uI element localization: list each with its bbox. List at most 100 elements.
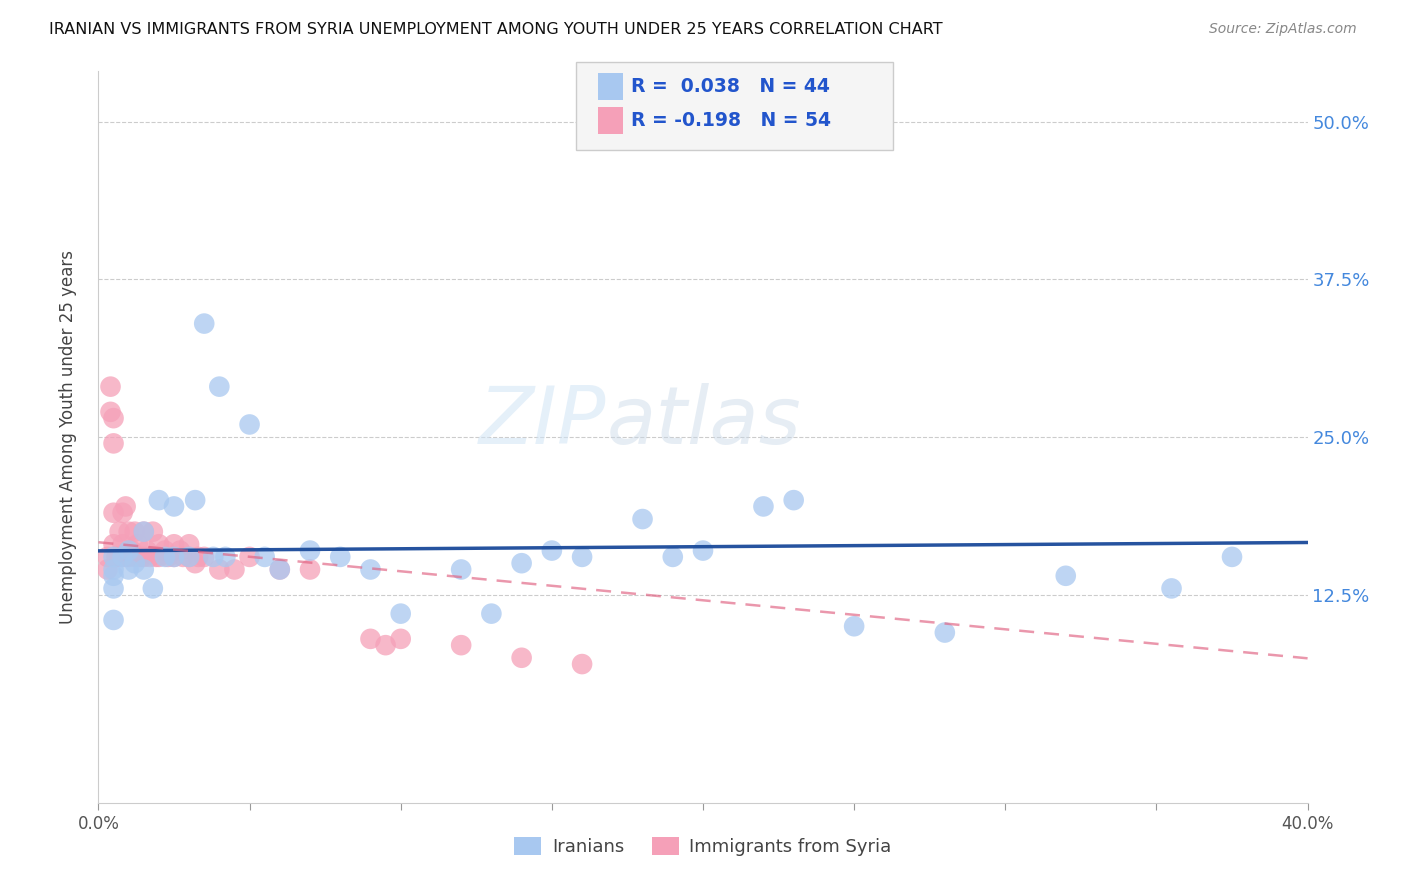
- Point: [193, 317, 215, 331]
- Point: [1160, 582, 1182, 596]
- Point: [96, 562, 118, 576]
- Text: Source: ZipAtlas.com: Source: ZipAtlas.com: [1209, 22, 1357, 37]
- Point: [148, 493, 170, 508]
- Text: R = -0.198   N = 54: R = -0.198 N = 54: [631, 111, 831, 130]
- Point: [96, 549, 118, 564]
- Point: [661, 549, 683, 564]
- Point: [124, 524, 146, 539]
- Y-axis label: Unemployment Among Youth under 25 years: Unemployment Among Youth under 25 years: [59, 250, 77, 624]
- Point: [783, 493, 806, 508]
- Point: [118, 524, 141, 539]
- Text: atlas: atlas: [606, 384, 801, 461]
- Point: [169, 543, 191, 558]
- Point: [571, 549, 593, 564]
- Point: [179, 549, 201, 564]
- Point: [103, 582, 125, 596]
- Point: [103, 549, 125, 564]
- Point: [153, 549, 176, 564]
- Point: [118, 549, 141, 564]
- Point: [129, 549, 152, 564]
- Point: [111, 549, 134, 564]
- Legend: Iranians, Immigrants from Syria: Iranians, Immigrants from Syria: [508, 830, 898, 863]
- Point: [135, 543, 157, 558]
- Point: [132, 562, 155, 576]
- Point: [844, 619, 866, 633]
- Point: [510, 556, 533, 570]
- Point: [127, 549, 149, 564]
- Point: [124, 556, 146, 570]
- Point: [153, 543, 176, 558]
- Point: [100, 379, 122, 393]
- Point: [450, 562, 472, 576]
- Point: [127, 537, 149, 551]
- Point: [374, 638, 396, 652]
- Point: [450, 638, 472, 652]
- Point: [360, 632, 382, 646]
- Point: [103, 569, 125, 583]
- Point: [692, 543, 714, 558]
- Point: [389, 607, 412, 621]
- Point: [179, 549, 201, 564]
- Point: [163, 549, 186, 564]
- Point: [163, 549, 186, 564]
- Point: [124, 549, 146, 564]
- Point: [752, 500, 775, 514]
- Point: [103, 562, 125, 576]
- Point: [269, 562, 291, 576]
- Point: [132, 524, 155, 539]
- Point: [111, 537, 134, 551]
- Point: [108, 549, 131, 564]
- Point: [105, 549, 128, 564]
- Point: [139, 549, 162, 564]
- Point: [224, 562, 246, 576]
- Point: [156, 549, 179, 564]
- Point: [114, 500, 136, 514]
- Point: [148, 537, 170, 551]
- Point: [103, 537, 125, 551]
- Point: [114, 549, 136, 564]
- Point: [103, 411, 125, 425]
- Point: [145, 549, 167, 564]
- Point: [208, 379, 231, 393]
- Point: [132, 524, 155, 539]
- Point: [299, 562, 322, 576]
- Point: [934, 625, 956, 640]
- Point: [187, 549, 209, 564]
- Point: [631, 512, 654, 526]
- Point: [179, 537, 201, 551]
- Point: [184, 556, 207, 570]
- Point: [118, 562, 141, 576]
- Point: [540, 543, 562, 558]
- Point: [132, 549, 155, 564]
- Point: [329, 549, 352, 564]
- Text: ZIP: ZIP: [479, 384, 606, 461]
- Point: [239, 549, 262, 564]
- Point: [108, 524, 131, 539]
- Point: [148, 549, 170, 564]
- Point: [481, 607, 503, 621]
- Point: [142, 524, 165, 539]
- Text: R =  0.038   N = 44: R = 0.038 N = 44: [631, 77, 830, 96]
- Text: IRANIAN VS IMMIGRANTS FROM SYRIA UNEMPLOYMENT AMONG YOUTH UNDER 25 YEARS CORRELA: IRANIAN VS IMMIGRANTS FROM SYRIA UNEMPLO…: [49, 22, 943, 37]
- Point: [510, 650, 533, 665]
- Point: [360, 562, 382, 576]
- Point: [103, 436, 125, 450]
- Point: [103, 613, 125, 627]
- Point: [253, 549, 276, 564]
- Point: [299, 543, 322, 558]
- Point: [214, 549, 236, 564]
- Point: [269, 562, 291, 576]
- Point: [208, 562, 231, 576]
- Point: [172, 549, 194, 564]
- Point: [389, 632, 412, 646]
- Point: [121, 543, 143, 558]
- Point: [193, 549, 215, 564]
- Point: [100, 405, 122, 419]
- Point: [118, 543, 141, 558]
- Point: [202, 549, 225, 564]
- Point: [163, 500, 186, 514]
- Point: [142, 582, 165, 596]
- Point: [571, 657, 593, 671]
- Point: [163, 537, 186, 551]
- Point: [1054, 569, 1077, 583]
